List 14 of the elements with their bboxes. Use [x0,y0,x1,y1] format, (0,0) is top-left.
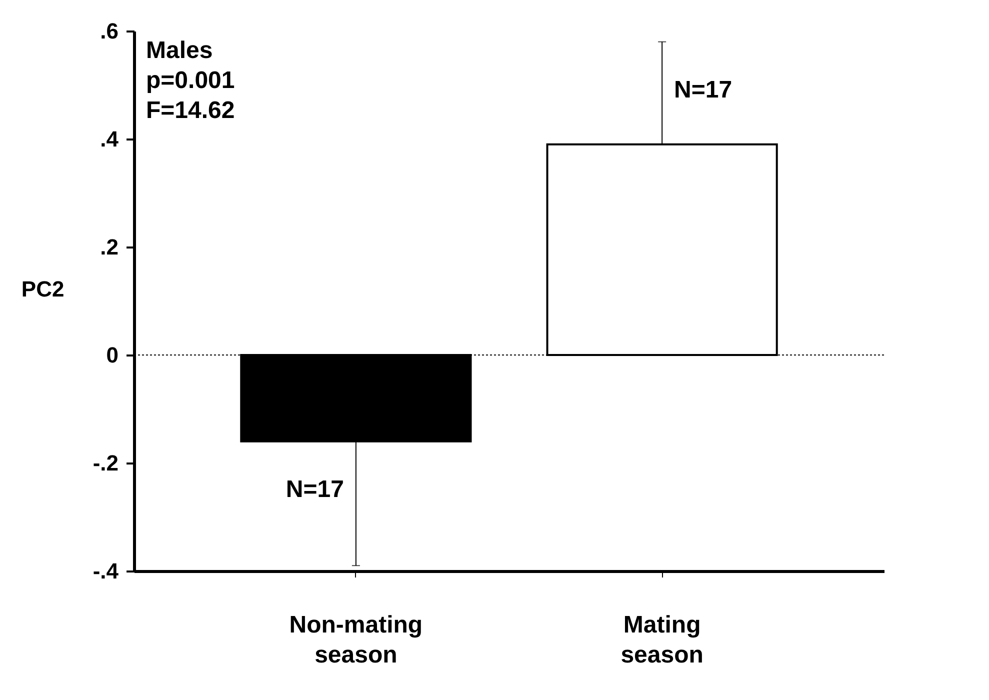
y-tick-label: .2 [100,234,118,260]
annotation: N=17 [674,76,732,104]
annotation: N=17 [286,476,344,503]
x-tick-label: Non-mating season [289,612,423,668]
annotation: F=14.62 [146,97,235,124]
y-tick-label: .4 [100,126,120,152]
y-tick-label: -.2 [92,450,118,476]
y-tick-label: .6 [100,18,118,44]
annotation: Males [146,37,213,64]
y-tick-label: -.4 [92,558,120,584]
x-tick-label: Mating season [620,612,704,668]
y-tick-label: 0 [106,342,118,368]
y-axis-title: PC2 [21,276,64,302]
annotation: p=0.001 [146,67,235,94]
